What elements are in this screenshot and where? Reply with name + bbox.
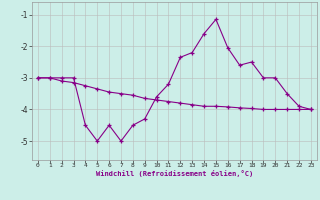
X-axis label: Windchill (Refroidissement éolien,°C): Windchill (Refroidissement éolien,°C) bbox=[96, 170, 253, 177]
